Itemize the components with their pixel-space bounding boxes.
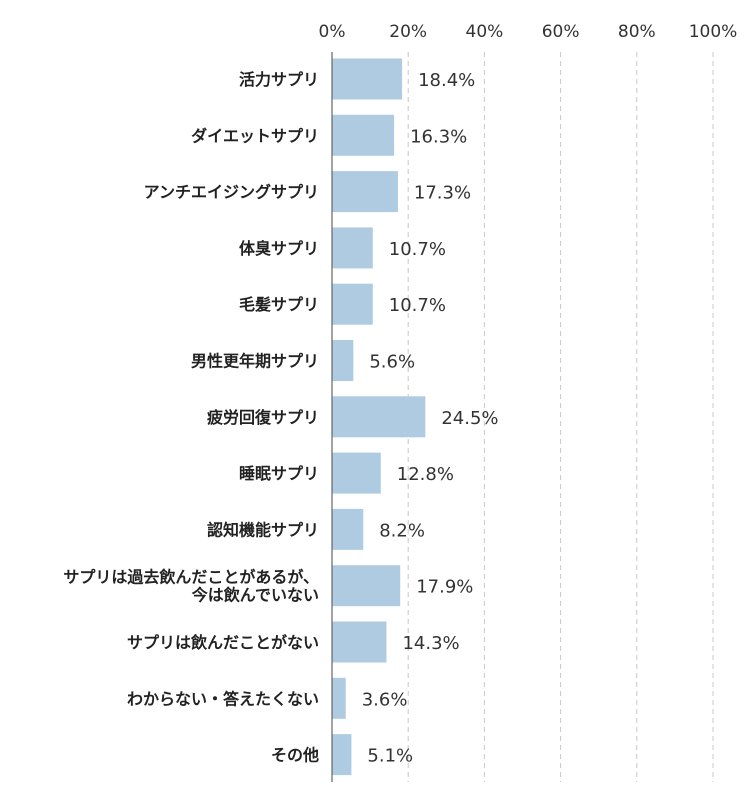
- value-label: 18.4%: [418, 70, 475, 91]
- value-label: 14.3%: [402, 633, 459, 654]
- x-tick-label: 100%: [689, 22, 738, 42]
- category-label: 男性更年期サプリ: [191, 352, 319, 371]
- value-label: 3.6%: [362, 689, 408, 710]
- value-labels: 18.4% 16.3% 17.3% 10.7% 10.7% 5.6% 24.5% 12.8% 8…: [362, 70, 499, 767]
- category-label: 認知機能サプリ: [207, 520, 319, 539]
- x-tick-label: 40%: [466, 22, 504, 42]
- bar: [332, 508, 364, 550]
- bars: [332, 58, 426, 776]
- category-label: わからない・答えたくない: [127, 689, 319, 708]
- x-tick-label: 60%: [542, 22, 580, 42]
- category-label: 疲労回復サプリ: [207, 408, 319, 427]
- category-label: 活力サプリ: [239, 70, 319, 89]
- value-label: 17.3%: [414, 183, 471, 204]
- bar: [332, 565, 401, 607]
- bar: [332, 114, 395, 156]
- value-label: 5.1%: [367, 746, 413, 767]
- category-label: サプリは過去飲んだことがあるが、: [63, 568, 319, 587]
- bar: [332, 677, 346, 719]
- value-label: 12.8%: [397, 464, 454, 485]
- x-tick-label: 80%: [618, 22, 656, 42]
- category-label: ダイエットサプリ: [191, 126, 319, 145]
- bar: [332, 621, 387, 663]
- value-label: 10.7%: [389, 295, 446, 316]
- category-label: サプリは飲んだことがない: [127, 633, 319, 652]
- bar: [332, 734, 352, 776]
- category-label: アンチエイジングサプリ: [144, 183, 319, 202]
- bar: [332, 283, 373, 325]
- category-label: 今は飲んでいない: [191, 586, 319, 605]
- bar: [332, 227, 373, 269]
- category-label: 毛髪サプリ: [239, 295, 319, 314]
- bar: [332, 58, 403, 100]
- category-labels: 活力サプリダイエットサプリアンチエイジングサプリ体臭サプリ毛髪サプリ男性更年期サ…: [63, 70, 319, 765]
- bar: [332, 340, 354, 381]
- category-label: 睡眠サプリ: [239, 464, 319, 483]
- value-label: 17.9%: [416, 577, 473, 598]
- category-label: その他: [271, 746, 319, 765]
- x-tick-label: 0%: [319, 22, 346, 42]
- value-label: 24.5%: [441, 408, 498, 429]
- bar: [332, 452, 381, 494]
- category-label: 体臭サプリ: [239, 239, 319, 258]
- bar: [332, 171, 398, 213]
- x-axis-ticks: 0% 20% 40% 60% 80% 100%: [319, 22, 738, 42]
- value-label: 10.7%: [389, 239, 446, 260]
- value-label: 8.2%: [379, 520, 425, 541]
- x-tick-label: 20%: [389, 22, 427, 42]
- bar: [332, 396, 426, 438]
- value-label: 16.3%: [410, 126, 467, 147]
- value-label: 5.6%: [369, 352, 415, 373]
